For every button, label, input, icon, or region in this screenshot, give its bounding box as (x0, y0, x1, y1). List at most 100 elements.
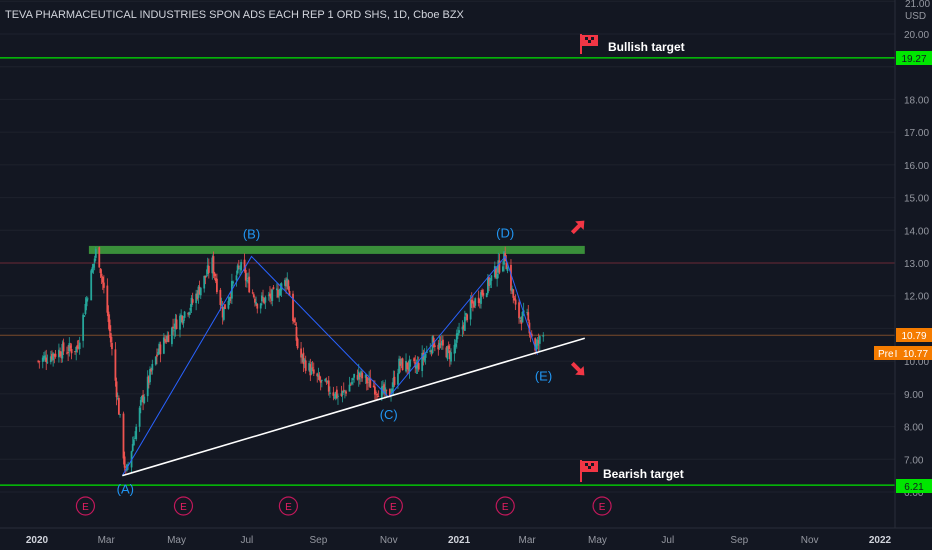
time-axis-ticks: 2020 Mar May Jul Sep Nov 2021 Mar May Jul Sep Nov 20… (26, 535, 892, 546)
candle-body (154, 356, 157, 365)
earnings-marker[interactable]: E (592, 496, 612, 516)
svg-text:E: E (285, 502, 292, 513)
candle-body (277, 289, 279, 298)
candle-body (430, 350, 433, 353)
price-tick-label: 10.00 (904, 357, 929, 368)
candle-body (68, 343, 71, 352)
wave-label: (E) (535, 369, 552, 384)
candle-body (382, 385, 384, 388)
candle-body (93, 258, 96, 263)
bullish-flag-icon (580, 34, 598, 54)
candle-body (162, 337, 165, 354)
candle-body (350, 382, 353, 384)
candle-body (255, 302, 258, 305)
candle-body (267, 294, 270, 296)
candle-body (229, 297, 232, 298)
candle-body (287, 280, 290, 290)
candle-body (497, 260, 500, 273)
candle-body (147, 376, 150, 383)
arrow-down-icon (570, 361, 585, 376)
candle-body (203, 275, 206, 289)
candle-body (115, 381, 118, 398)
candle-body (332, 392, 335, 396)
candle-body (286, 278, 289, 287)
candle-body (182, 319, 185, 324)
candle-body (303, 359, 306, 362)
candle-body (399, 361, 402, 366)
resistance-band[interactable] (88, 245, 585, 254)
candle-body (227, 300, 230, 309)
earnings-marker[interactable]: E (278, 496, 299, 516)
candle-body (348, 384, 351, 392)
candle-body (528, 322, 531, 334)
candle-body (527, 312, 530, 321)
candle-body (534, 338, 537, 351)
candle-body (285, 280, 287, 287)
candle-body (106, 285, 109, 313)
candle-body (143, 396, 146, 404)
time-axis[interactable] (0, 528, 932, 550)
last-price-tag: 10.79 (896, 328, 932, 342)
earnings-marker[interactable]: E (75, 496, 96, 516)
candle-body (469, 300, 472, 320)
price-tick-label: 8.00 (904, 423, 924, 434)
candle-body (437, 344, 440, 350)
candle-body (58, 349, 60, 358)
candle-body (490, 275, 493, 281)
svg-text:Pre: Pre (878, 349, 894, 360)
earnings-marker[interactable]: E (495, 496, 515, 516)
price-tick-label: 14.00 (904, 226, 929, 237)
bullish-price-tag: 19.27 (896, 51, 932, 65)
candle-body (70, 349, 73, 354)
candle-body (353, 373, 356, 378)
candle-body (74, 351, 76, 352)
candle-body (111, 342, 113, 350)
candle-body (415, 365, 418, 369)
candle-body (327, 380, 330, 392)
time-tick-label: May (588, 535, 607, 546)
chart-title: TEVA PHARMACEUTICAL INDUSTRIES SPON ADS … (5, 9, 464, 21)
earnings-marker[interactable]: E (173, 496, 194, 516)
candle-body (165, 340, 168, 343)
candle-body (360, 371, 362, 376)
candle-body (438, 342, 441, 348)
candle-body (334, 391, 337, 399)
candle-body (92, 263, 95, 268)
candle-body (239, 267, 241, 269)
candle-body (60, 356, 63, 358)
candle-body (357, 371, 360, 380)
candle-body (300, 348, 302, 358)
earnings-marker[interactable]: E (383, 496, 403, 516)
exchange-label: Cboe BZX (413, 9, 464, 21)
candle-body (369, 377, 372, 388)
candle-body (440, 341, 443, 346)
candle-body (364, 374, 367, 378)
time-tick-label: Jul (661, 535, 674, 546)
candle-body (270, 294, 273, 299)
price-axis[interactable] (895, 0, 932, 528)
candle-body (222, 306, 225, 320)
grid (0, 0, 895, 493)
candle-body (114, 349, 117, 381)
candle-body (512, 289, 515, 298)
candle-body (108, 319, 111, 332)
support-trendline[interactable] (122, 337, 586, 477)
candle-body (385, 389, 388, 391)
price-axis-ticks: 20.00 18.00 17.00 16.00 15.00 14.00 13.00 12.00… (904, 30, 929, 499)
time-tick-label: Nov (801, 535, 819, 546)
candle-body (146, 376, 149, 397)
candle-body (455, 333, 458, 343)
candle-body (117, 397, 120, 415)
interval-label: 1D (392, 9, 408, 21)
svg-text:E: E (82, 502, 89, 513)
candle-body (380, 386, 383, 400)
candle-body (337, 395, 339, 397)
candle-body (251, 292, 254, 294)
candle-body (521, 311, 524, 323)
candle-body (324, 378, 327, 382)
candle-body (67, 352, 70, 354)
candle-body (535, 343, 538, 351)
candle-body (477, 297, 480, 303)
